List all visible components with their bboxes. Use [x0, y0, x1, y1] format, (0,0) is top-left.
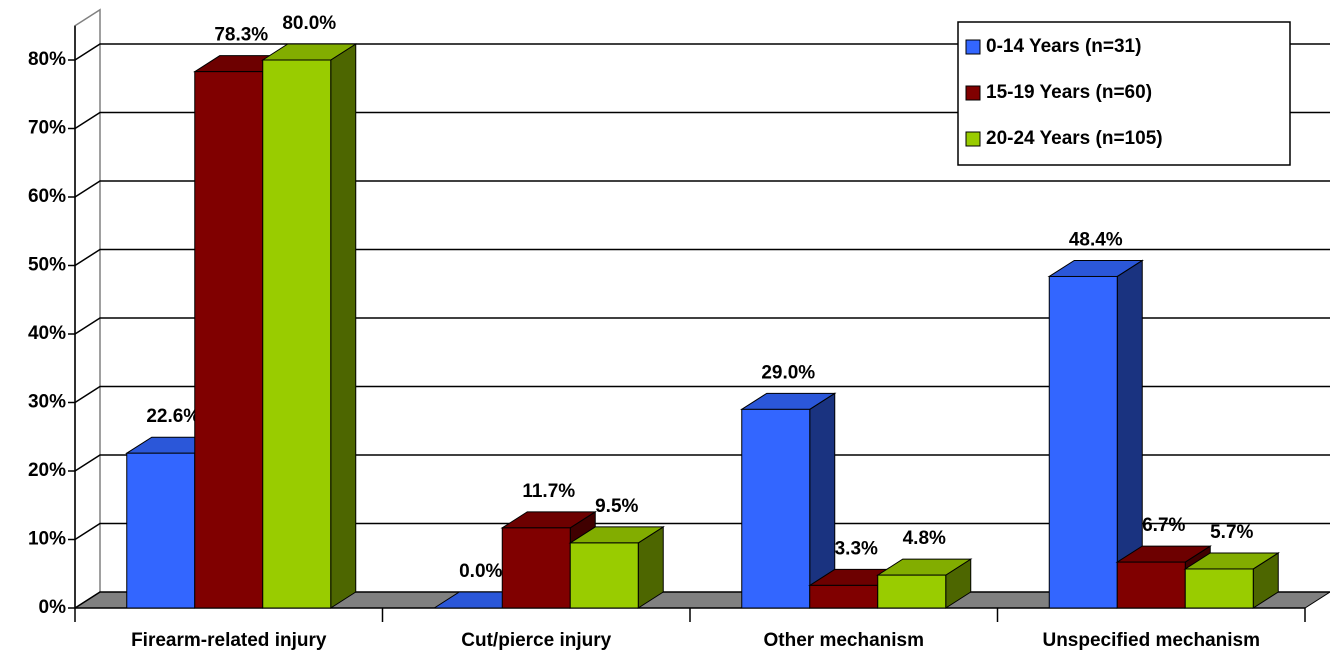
value-label: 11.7% [522, 481, 575, 502]
bar [262, 59, 332, 609]
left-wall [74, 8, 101, 608]
x-tick-label: Unspecified mechanism [1042, 630, 1260, 651]
grid-line [74, 522, 1330, 541]
value-label: 0.0% [459, 561, 502, 582]
value-label: 48.4% [1069, 229, 1123, 250]
legend-swatch [965, 39, 981, 55]
x-tick-label: Cut/pierce injury [461, 630, 611, 651]
legend-swatch [965, 131, 981, 147]
y-tick-label: 30% [28, 392, 66, 413]
grid-line [74, 248, 1330, 267]
legend-label: 20-24 Years (n=105) [986, 128, 1163, 149]
bar [194, 71, 264, 609]
bar [1116, 561, 1186, 609]
bar [877, 574, 947, 609]
bar [1184, 568, 1254, 609]
y-tick-label: 10% [28, 529, 66, 550]
value-label: 29.0% [761, 362, 815, 383]
value-label: 9.5% [595, 496, 638, 517]
value-label: 80.0% [282, 13, 336, 34]
value-label: 6.7% [1142, 515, 1185, 536]
grid-line [74, 385, 1330, 404]
legend-label: 15-19 Years (n=60) [986, 82, 1152, 103]
bar [1048, 275, 1118, 609]
value-label: 3.3% [835, 538, 878, 559]
grid-line [74, 317, 1330, 335]
bar [126, 452, 196, 609]
grid-line [74, 454, 1330, 472]
grid-line [74, 111, 1330, 130]
bar [809, 584, 879, 609]
y-tick-label: 50% [28, 255, 66, 276]
value-label: 78.3% [214, 25, 268, 46]
legend-swatch [965, 85, 981, 101]
bar-side [330, 43, 357, 609]
y-tick-label: 60% [28, 186, 66, 207]
grid-line [74, 180, 1330, 198]
grid-line [74, 43, 1330, 61]
x-tick-label: Other mechanism [764, 630, 925, 651]
bar [501, 527, 571, 609]
value-label: 22.6% [146, 406, 200, 427]
y-tick-label: 20% [28, 460, 66, 481]
y-tick-label: 80% [28, 49, 66, 70]
y-tick-label: 70% [28, 118, 66, 139]
y-tick-label: 0% [39, 597, 67, 618]
value-label: 4.8% [903, 528, 946, 549]
bar [569, 542, 639, 609]
bar [741, 408, 811, 609]
y-tick-label: 40% [28, 323, 66, 344]
value-label: 5.7% [1210, 522, 1253, 543]
legend-label: 0-14 Years (n=31) [986, 36, 1141, 57]
legend-box [957, 21, 1291, 166]
x-tick-label: Firearm-related injury [131, 630, 327, 651]
